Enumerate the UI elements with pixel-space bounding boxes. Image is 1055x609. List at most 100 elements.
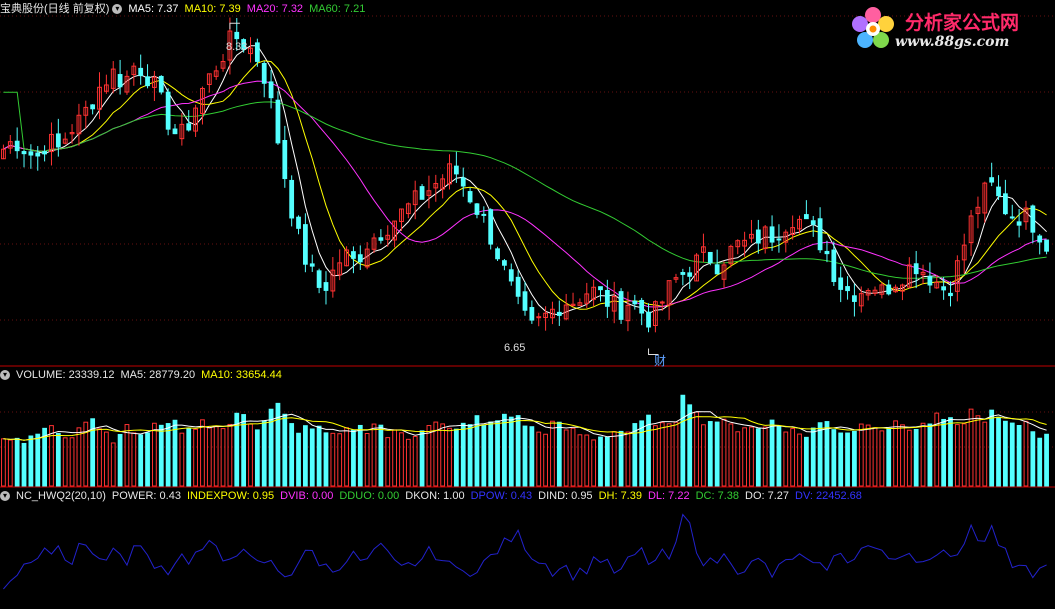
volume-bar [515, 415, 521, 487]
indicator-value-label: DPOW: 0.43 [470, 490, 533, 502]
volume-bar [536, 431, 542, 487]
candle-body [357, 254, 363, 263]
candle-body [282, 139, 288, 180]
candle-body [145, 76, 150, 87]
candle-body [234, 31, 240, 40]
volume-bar [927, 423, 933, 487]
candle-body [714, 264, 720, 275]
indicator-value-label: DDUO: 0.00 [339, 490, 400, 502]
candle-body [419, 186, 425, 200]
settings-icon[interactable]: ▾ [0, 370, 10, 381]
candle-body [687, 272, 693, 277]
volume-bar [405, 438, 411, 487]
logo-title: 分析家公式网 [905, 12, 1020, 34]
volume-bar [769, 419, 775, 487]
candle-body [289, 179, 295, 219]
candle-body [543, 312, 548, 319]
candle-body [666, 280, 672, 306]
volume-bar [234, 412, 240, 487]
candle-body [707, 251, 713, 263]
volume-bar [701, 424, 706, 487]
candle-body [570, 303, 576, 307]
settings-icon[interactable]: ▾ [0, 491, 10, 502]
volume-bar [742, 427, 747, 487]
indicator-value-label: DIND: 0.95 [538, 490, 593, 502]
candle-body [323, 282, 329, 291]
volume-bar [35, 433, 41, 487]
volume-bar [268, 408, 274, 487]
volume-bar [639, 420, 645, 487]
volume-bar [598, 436, 603, 487]
volume-bar [543, 433, 548, 487]
volume-bar [76, 427, 82, 487]
volume-bar [206, 427, 212, 487]
volume-bar [124, 424, 130, 487]
volume-bar [227, 423, 233, 487]
candle-body [131, 65, 137, 76]
candle-body [165, 91, 171, 130]
volume-bar [254, 429, 260, 487]
candle-body [69, 132, 75, 135]
volume-label: VOLUME: 23339.12 [16, 369, 115, 381]
candle-body [810, 220, 816, 225]
volume-bar [474, 415, 480, 487]
ma20-label: MA20: 7.32 [246, 3, 304, 15]
candle-body [296, 216, 301, 229]
volume-bar [316, 425, 322, 487]
volume-bar [570, 427, 576, 487]
candle-body [172, 128, 178, 135]
site-logo: 分析家公式网 www.88gs.com [847, 4, 1047, 54]
financial-report-marker[interactable]: 财 [654, 354, 667, 368]
candle-body [653, 301, 658, 326]
candle-body [316, 270, 322, 288]
volume-bar [954, 424, 960, 487]
volume-bar [591, 439, 597, 487]
candle-body [968, 215, 974, 244]
candle-body [1037, 235, 1043, 243]
volume-bar [433, 421, 439, 487]
volume-bar [508, 416, 514, 487]
candle-body [309, 263, 315, 267]
volume-bar [886, 428, 892, 487]
candle-body [378, 237, 384, 241]
candle-body [598, 286, 603, 291]
volume-bar [803, 436, 809, 487]
candle-body [261, 62, 267, 84]
volume-bar [762, 426, 768, 487]
volume-bar [1, 438, 6, 487]
volume-bar [776, 425, 782, 487]
volume-ma10-line [3, 416, 1047, 441]
ma20-line [3, 80, 1047, 308]
volume-bar [460, 422, 466, 487]
candle-body [1016, 221, 1022, 226]
volume-bar [83, 421, 89, 487]
volume-bar [831, 429, 837, 487]
volume-bar [138, 434, 144, 487]
candle-body [536, 316, 542, 319]
candle-body [618, 291, 624, 320]
candle-body [838, 277, 844, 290]
indicator-name: NC_HWQ2(20,10) [16, 490, 106, 502]
volume-bar [906, 429, 912, 487]
candle-body [433, 183, 439, 189]
candle-body [330, 269, 336, 292]
candle-body [7, 141, 13, 149]
candle-body [762, 226, 768, 250]
candle-body [797, 218, 802, 230]
candle-body [254, 42, 260, 62]
volume-bar [817, 422, 823, 487]
volume-bar [117, 433, 123, 487]
volume-bar [200, 419, 205, 487]
indicator-value-label: DL: 7.22 [647, 490, 690, 502]
volume-ma5-line [3, 411, 1047, 441]
ma10-label: MA10: 7.39 [184, 3, 241, 15]
volume-bar [220, 428, 226, 487]
volume-bar [632, 423, 638, 487]
volume-bar [838, 432, 844, 487]
volume-bar [337, 433, 343, 487]
candle-body [241, 39, 247, 50]
candle-body [900, 284, 905, 292]
settings-icon[interactable]: ▾ [112, 4, 123, 15]
volume-bar [447, 427, 452, 487]
candle-body [790, 227, 796, 235]
